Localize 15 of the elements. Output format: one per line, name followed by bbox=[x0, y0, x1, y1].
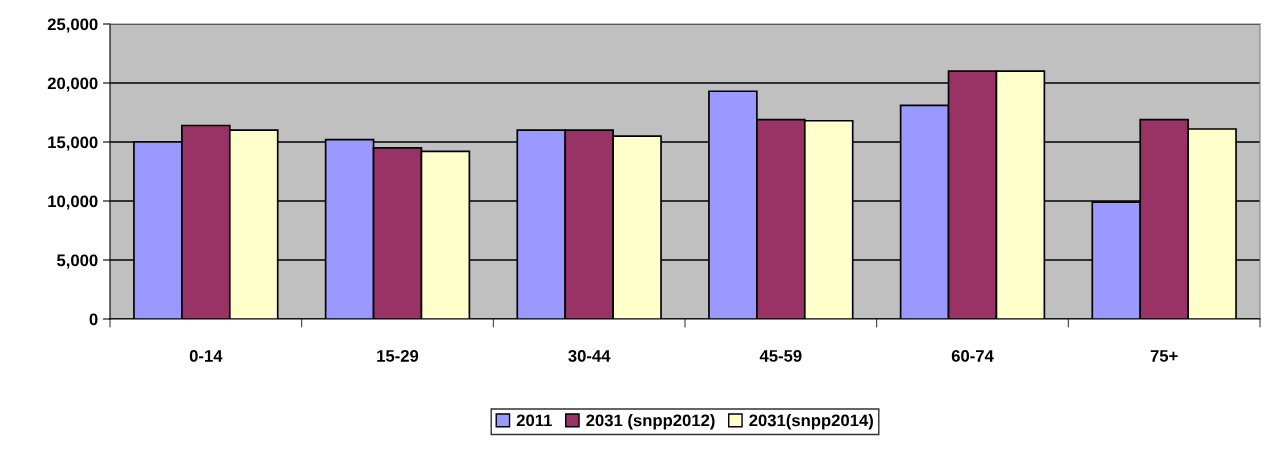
y-tick-label: 15,000 bbox=[48, 136, 98, 151]
x-tick-label: 0-14 bbox=[189, 350, 223, 362]
y-tick-label: 10,000 bbox=[48, 195, 98, 210]
y-tick-label: 0 bbox=[89, 313, 98, 326]
legend-label: 2031(snpp2014) bbox=[749, 414, 873, 430]
x-tick-label: 45-59 bbox=[759, 350, 802, 362]
x-tick-label: 60-74 bbox=[951, 350, 994, 362]
y-tick-label: 5,000 bbox=[57, 254, 98, 269]
y-tick-label: 20,000 bbox=[47, 77, 98, 92]
x-tick-label: 15-29 bbox=[377, 350, 419, 362]
legend-label: 2011 bbox=[516, 414, 552, 427]
y-tick-label: 25,000 bbox=[47, 18, 98, 33]
x-tick-label: 30-44 bbox=[568, 350, 611, 362]
legend-label: 2031 (snpp2012) bbox=[586, 414, 715, 430]
x-tick-label: 75+ bbox=[1150, 350, 1178, 362]
